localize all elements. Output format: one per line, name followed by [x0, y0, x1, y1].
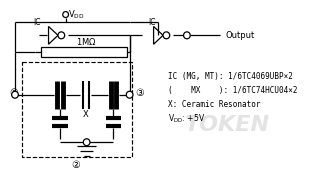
Text: X: Ceramic Resonator: X: Ceramic Resonator [168, 100, 260, 109]
Circle shape [58, 32, 65, 39]
Text: X: X [83, 110, 88, 119]
Text: (    MX    ): 1/6TC74HCU04×2: ( MX ): 1/6TC74HCU04×2 [168, 86, 297, 95]
Text: IC: IC [33, 18, 41, 27]
Text: IC: IC [148, 18, 155, 27]
Circle shape [12, 91, 18, 98]
Text: 1M$\Omega$: 1M$\Omega$ [76, 36, 97, 47]
Circle shape [126, 91, 133, 98]
Circle shape [83, 139, 90, 146]
Text: TOKEN: TOKEN [185, 115, 270, 135]
Bar [41, 47, 127, 57]
Bar [22, 62, 133, 157]
Text: ①: ① [10, 88, 19, 98]
Text: ③: ③ [136, 88, 145, 98]
Circle shape [163, 32, 170, 39]
Text: $\mathsf{V_{DD}}$: +5V: $\mathsf{V_{DD}}$: +5V [168, 112, 205, 125]
Circle shape [63, 12, 69, 18]
Circle shape [184, 32, 190, 39]
Text: $\mathsf{V_{DD}}$: $\mathsf{V_{DD}}$ [68, 9, 84, 21]
Text: IC (MG, MT): 1/6TC4069UBP×2: IC (MG, MT): 1/6TC4069UBP×2 [168, 72, 293, 81]
Text: Output: Output [225, 31, 254, 40]
Text: ②: ② [71, 160, 80, 170]
